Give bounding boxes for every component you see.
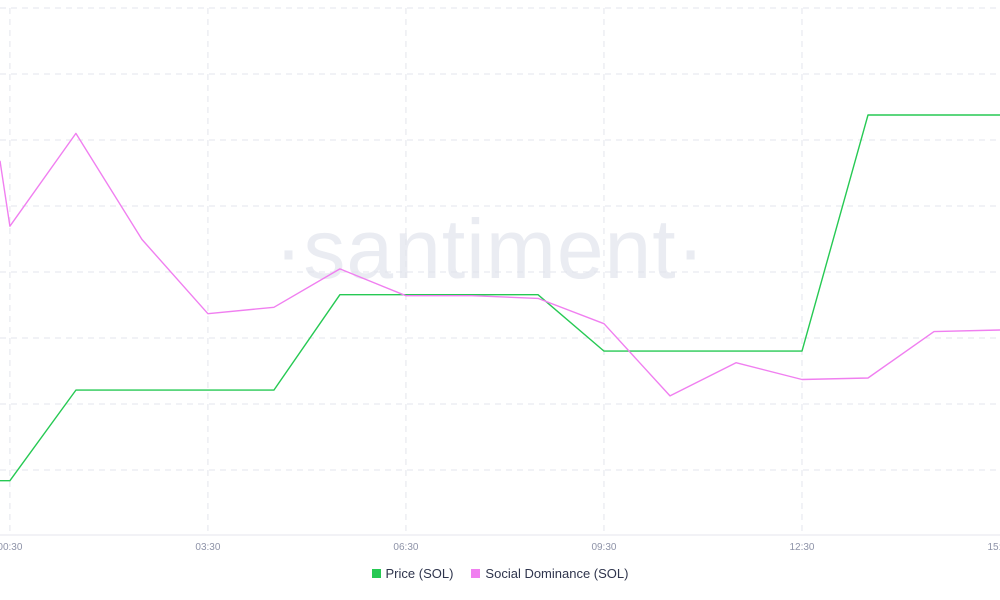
legend-swatch-social-dominance bbox=[471, 569, 481, 578]
legend-label-social-dominance: Social Dominance (SOL) bbox=[485, 566, 629, 581]
series-lines bbox=[0, 114, 1000, 482]
series-line-social-dominance[interactable] bbox=[0, 132, 1000, 397]
series-line-price[interactable] bbox=[0, 114, 1000, 482]
legend-item-price[interactable]: Price (SOL) bbox=[371, 566, 454, 581]
x-tick-label: 06:30 bbox=[393, 542, 418, 553]
grid bbox=[0, 7, 1000, 535]
x-tick-label: 12:30 bbox=[789, 542, 814, 553]
santiment-watermark: ·santiment· bbox=[274, 202, 705, 296]
legend: Price (SOL) Social Dominance (SOL) bbox=[0, 566, 1000, 581]
legend-item-social-dominance[interactable]: Social Dominance (SOL) bbox=[471, 566, 628, 581]
x-tick-label: 00:30 bbox=[0, 542, 23, 553]
legend-label-price: Price (SOL) bbox=[385, 566, 454, 581]
x-tick-label: 15:30 bbox=[987, 542, 1000, 553]
x-tick-label: 03:30 bbox=[195, 542, 220, 553]
x-tick-label: 09:30 bbox=[591, 542, 616, 553]
legend-swatch-price bbox=[371, 569, 381, 578]
x-tick-labels: 00:30 03:30 06:30 09:30 12:30 15:30 bbox=[0, 542, 1000, 553]
